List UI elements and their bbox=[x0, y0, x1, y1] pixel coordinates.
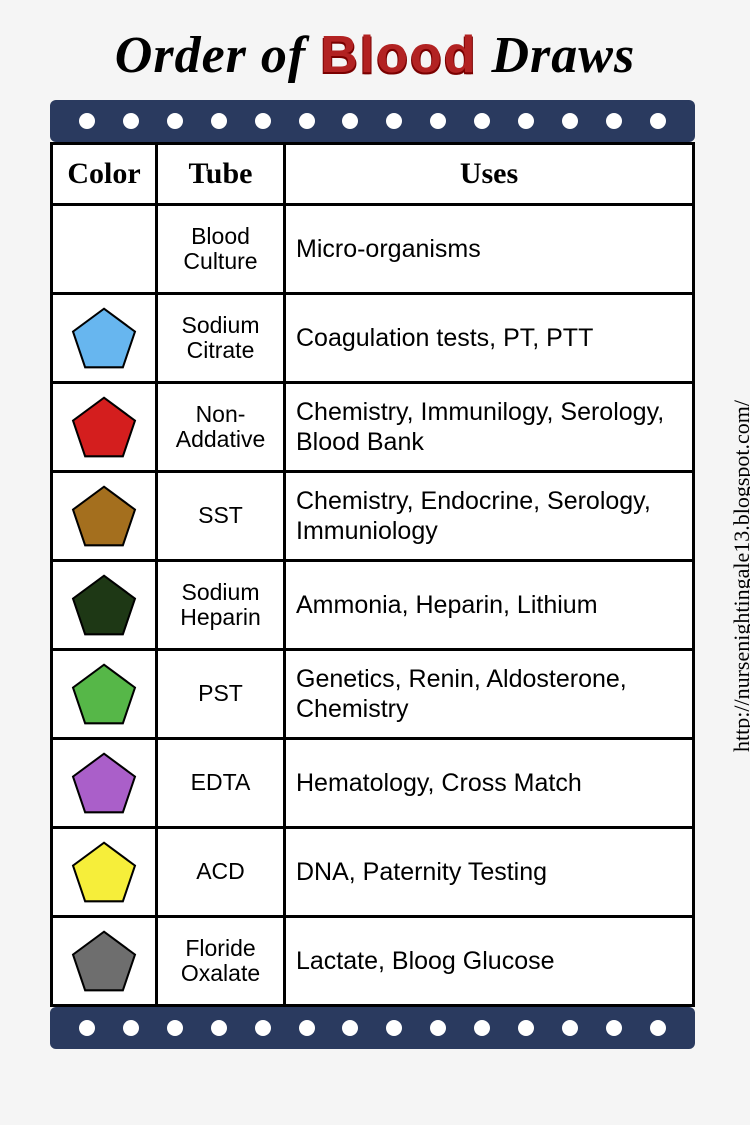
tube-cell: PST bbox=[157, 650, 285, 739]
film-dot bbox=[211, 1020, 227, 1036]
film-dot bbox=[430, 113, 446, 129]
table-row: Sodium CitrateCoagulation tests, PT, PTT bbox=[52, 294, 694, 383]
table-row: Floride OxalateLactate, Bloog Glucose bbox=[52, 917, 694, 1006]
color-cell bbox=[52, 561, 157, 650]
film-dot bbox=[167, 113, 183, 129]
film-dot bbox=[255, 1020, 271, 1036]
uses-cell: Genetics, Renin, Aldosterone, Chemistry bbox=[285, 650, 694, 739]
film-dot bbox=[123, 113, 139, 129]
col-header-tube: Tube bbox=[157, 144, 285, 205]
uses-cell: Lactate, Bloog Glucose bbox=[285, 917, 694, 1006]
tube-cell: ACD bbox=[157, 828, 285, 917]
color-cell bbox=[52, 917, 157, 1006]
film-dot bbox=[386, 1020, 402, 1036]
blood-draw-table: Color Tube Uses Blood CultureMicro-organ… bbox=[50, 142, 695, 1007]
table-row: Blood CultureMicro-organisms bbox=[52, 205, 694, 294]
pentagon-icon bbox=[63, 306, 145, 370]
film-dot bbox=[167, 1020, 183, 1036]
uses-cell: DNA, Paternity Testing bbox=[285, 828, 694, 917]
film-dot bbox=[342, 1020, 358, 1036]
uses-cell: Hematology, Cross Match bbox=[285, 739, 694, 828]
tube-cell: EDTA bbox=[157, 739, 285, 828]
pentagon-icon bbox=[63, 573, 145, 637]
pentagon-icon bbox=[63, 395, 145, 459]
col-header-color: Color bbox=[52, 144, 157, 205]
color-cell bbox=[52, 472, 157, 561]
content-frame: Color Tube Uses Blood CultureMicro-organ… bbox=[50, 100, 695, 1049]
film-dot bbox=[211, 113, 227, 129]
film-dot bbox=[474, 113, 490, 129]
source-url: http://nursenightingale13.blogspot.com/ bbox=[729, 400, 750, 752]
film-strip-bottom bbox=[50, 1007, 695, 1049]
tube-cell: Sodium Citrate bbox=[157, 294, 285, 383]
pentagon-icon bbox=[63, 840, 145, 904]
film-dot bbox=[518, 1020, 534, 1036]
uses-cell: Coagulation tests, PT, PTT bbox=[285, 294, 694, 383]
film-dot bbox=[386, 113, 402, 129]
table-row: ACDDNA, Paternity Testing bbox=[52, 828, 694, 917]
table-row: Non-AddativeChemistry, Immunilogy, Serol… bbox=[52, 383, 694, 472]
pentagon-icon bbox=[63, 751, 145, 815]
color-cell bbox=[52, 739, 157, 828]
tube-cell: Non-Addative bbox=[157, 383, 285, 472]
film-dot bbox=[299, 113, 315, 129]
color-cell bbox=[52, 828, 157, 917]
uses-cell: Chemistry, Immunilogy, Serology, Blood B… bbox=[285, 383, 694, 472]
color-cell bbox=[52, 650, 157, 739]
film-dot bbox=[123, 1020, 139, 1036]
title-part3: Draws bbox=[478, 27, 636, 84]
film-dot bbox=[606, 113, 622, 129]
uses-cell: Ammonia, Heparin, Lithium bbox=[285, 561, 694, 650]
film-dot bbox=[518, 113, 534, 129]
color-cell bbox=[52, 205, 157, 294]
tube-cell: Floride Oxalate bbox=[157, 917, 285, 1006]
film-dot bbox=[342, 113, 358, 129]
page-title: Order of Blood Draws bbox=[0, 0, 750, 100]
film-dot bbox=[650, 1020, 666, 1036]
film-dot bbox=[255, 113, 271, 129]
tube-cell: Blood Culture bbox=[157, 205, 285, 294]
title-blood: Blood bbox=[320, 26, 477, 84]
film-dot bbox=[562, 113, 578, 129]
table-row: PSTGenetics, Renin, Aldosterone, Chemist… bbox=[52, 650, 694, 739]
tube-cell: Sodium Heparin bbox=[157, 561, 285, 650]
film-dot bbox=[79, 1020, 95, 1036]
uses-cell: Chemistry, Endocrine, Serology, Immuniol… bbox=[285, 472, 694, 561]
color-cell bbox=[52, 383, 157, 472]
color-cell bbox=[52, 294, 157, 383]
col-header-uses: Uses bbox=[285, 144, 694, 205]
pentagon-icon bbox=[63, 662, 145, 726]
title-part1: Order of bbox=[115, 27, 320, 84]
film-dot bbox=[430, 1020, 446, 1036]
film-dot bbox=[79, 113, 95, 129]
film-strip-top bbox=[50, 100, 695, 142]
tube-cell: SST bbox=[157, 472, 285, 561]
film-dot bbox=[650, 113, 666, 129]
film-dot bbox=[299, 1020, 315, 1036]
pentagon-icon bbox=[63, 929, 145, 993]
film-dot bbox=[562, 1020, 578, 1036]
table-row: Sodium HeparinAmmonia, Heparin, Lithium bbox=[52, 561, 694, 650]
pentagon-icon bbox=[63, 484, 145, 548]
table-header-row: Color Tube Uses bbox=[52, 144, 694, 205]
table-row: SSTChemistry, Endocrine, Serology, Immun… bbox=[52, 472, 694, 561]
table-row: EDTAHematology, Cross Match bbox=[52, 739, 694, 828]
uses-cell: Micro-organisms bbox=[285, 205, 694, 294]
film-dot bbox=[474, 1020, 490, 1036]
film-dot bbox=[606, 1020, 622, 1036]
